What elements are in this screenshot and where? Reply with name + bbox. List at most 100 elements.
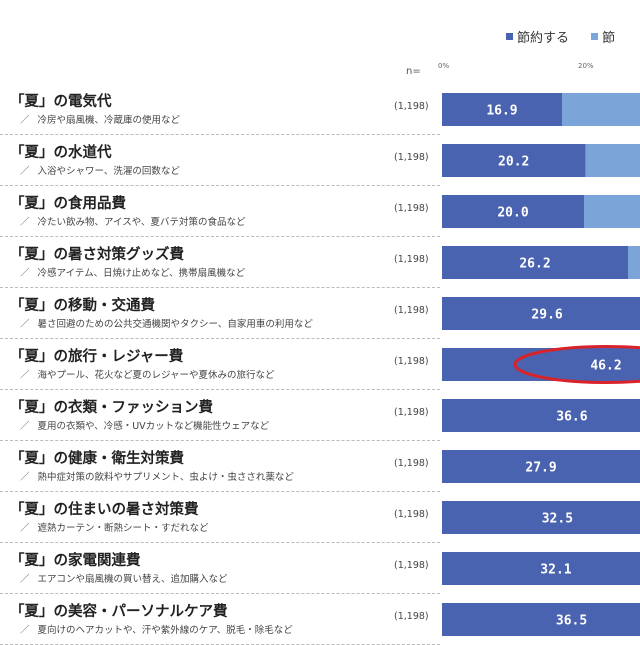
category-row: 「夏」の食用品費 ／ 冷たい飲み物、アイスや、夏バテ対策の食品など (1,198): [0, 186, 640, 237]
subtitle-slash: ／: [20, 472, 30, 483]
bar-value-label: 36.6: [556, 410, 587, 425]
bar-value-label: 46.2: [590, 359, 621, 374]
legend-swatch-save: [506, 33, 513, 40]
category-row: 「夏」の家電関連費 ／ エアコンや扇風機の買い替え、追加購入など (1,198): [0, 543, 640, 594]
subtitle-text: エアコンや扇風機の買い替え、追加購入など: [37, 574, 228, 585]
bar-rest: [628, 246, 640, 279]
subtitle-text: 熱中症対策の飲料やサプリメント、虫よけ・虫さされ薬など: [37, 472, 294, 483]
subtitle-slash: ／: [20, 421, 30, 432]
sample-size: (1,198): [394, 356, 429, 367]
bar-rest: [585, 144, 640, 177]
subtitle-slash: ／: [20, 370, 30, 381]
legend-label-second: 節: [602, 31, 616, 46]
legend: 節約する 節: [506, 27, 633, 46]
row-separator: [0, 491, 440, 492]
subtitle-text: 暑さ回避のための公共交通機関やタクシー、自家用車の利用など: [37, 319, 313, 330]
bar-save: [442, 144, 586, 177]
bar-save: [442, 297, 640, 330]
category-row: 「夏」の水道代 ／ 入浴やシャワー、洗濯の回数など (1,198): [0, 135, 640, 186]
subtitle-text: 夏用の衣類や、冷感・UVカットなど機能性ウェアなど: [37, 421, 270, 432]
highlight-ellipse: [513, 345, 640, 384]
category-subtitle: ／ 夏用の衣類や、冷感・UVカットなど機能性ウェアなど: [20, 418, 269, 432]
n-header: n=: [406, 66, 421, 77]
category-title: 「夏」の暑さ対策グッズ費: [10, 247, 184, 263]
bar-save: [442, 348, 640, 381]
category-subtitle: ／ 冷たい飲み物、アイスや、夏バテ対策の食品など: [20, 214, 245, 228]
sample-size: (1,198): [394, 152, 429, 163]
row-separator: [0, 440, 440, 441]
bar-save: [442, 450, 640, 483]
legend-swatch-second: [591, 33, 599, 40]
bar-rest: [561, 93, 640, 126]
bar-value-label: 32.1: [540, 563, 571, 578]
subtitle-text: 海やプール、花火など夏のレジャーや夏休みの旅行など: [37, 370, 275, 381]
category-subtitle: ／ 冷感アイテム、日焼け止めなど、携帯扇風機など: [20, 265, 245, 279]
category-row: 「夏」の移動・交通費 ／ 暑さ回避のための公共交通機関やタクシー、自家用車の利用など…: [0, 288, 640, 339]
row-separator: [0, 134, 440, 135]
row-separator: [0, 236, 440, 237]
category-title: 「夏」の住まいの暑さ対策費: [10, 502, 199, 518]
category-subtitle: ／ 入浴やシャワー、洗濯の回数など: [20, 163, 180, 177]
bar-save: [442, 246, 629, 279]
row-separator: [0, 185, 440, 186]
subtitle-slash: ／: [20, 166, 30, 177]
subtitle-text: 入浴やシャワー、洗濯の回数など: [37, 166, 180, 177]
row-separator: [0, 338, 440, 339]
category-subtitle: ／ 暑さ回避のための公共交通機関やタクシー、自家用車の利用など: [20, 316, 313, 330]
category-title: 「夏」の衣類・ファッション費: [10, 400, 213, 416]
bar-value-label: 20.2: [498, 155, 529, 170]
category-title: 「夏」の家電関連費: [10, 553, 141, 569]
sample-size: (1,198): [394, 203, 429, 214]
subtitle-slash: ／: [20, 319, 30, 330]
subtitle-slash: ／: [20, 625, 30, 636]
category-row: 「夏」の旅行・レジャー費 ／ 海やプール、花火など夏のレジャーや夏休みの旅行など (1…: [0, 339, 640, 390]
category-row: 「夏」の住まいの暑さ対策費 ／ 遮熱カーテン・断熱シート・すだれなど (1,198): [0, 492, 640, 543]
tick-label-20: 20%: [578, 62, 594, 70]
bar-value-label: 29.6: [531, 308, 562, 323]
sample-size: (1,198): [394, 407, 429, 418]
category-row: 「夏」の衣類・ファッション費 ／ 夏用の衣類や、冷感・UVカットなど機能性ウェアなど…: [0, 390, 640, 441]
bar-value-label: 26.2: [519, 257, 550, 272]
legend-item-save: 節約する: [506, 27, 569, 46]
category-subtitle: ／ 遮熱カーテン・断熱シート・すだれなど: [20, 520, 209, 534]
sample-size: (1,198): [394, 458, 429, 469]
bar-save: [442, 603, 640, 636]
bar-save: [442, 399, 640, 432]
subtitle-slash: ／: [20, 115, 30, 126]
sample-size: (1,198): [394, 305, 429, 316]
subtitle-text: 冷感アイテム、日焼け止めなど、携帯扇風機など: [37, 268, 246, 279]
category-subtitle: ／ 夏向けのヘアカットや、汗や紫外線のケア、脱毛・除毛など: [20, 622, 293, 636]
category-title: 「夏」の移動・交通費: [10, 298, 155, 314]
category-row: 「夏」の電気代 ／ 冷房や扇風機、冷蔵庫の使用など (1,198): [0, 84, 640, 135]
sample-size: (1,198): [394, 560, 429, 571]
category-title: 「夏」の美容・パーソナルケア費: [10, 604, 228, 620]
bar-value-label: 36.5: [556, 614, 587, 629]
category-title: 「夏」の電気代: [10, 94, 112, 110]
subtitle-slash: ／: [20, 523, 30, 534]
category-subtitle: ／ 海やプール、花火など夏のレジャーや夏休みの旅行など: [20, 367, 275, 381]
category-row: 「夏」の健康・衛生対策費 ／ 熱中症対策の飲料やサプリメント、虫よけ・虫さされ薬など…: [0, 441, 640, 492]
bar-value-label: 27.9: [525, 461, 556, 476]
bar-rest: [584, 195, 640, 228]
category-title: 「夏」の旅行・レジャー費: [10, 349, 184, 365]
category-subtitle: ／ 熱中症対策の飲料やサプリメント、虫よけ・虫さされ薬など: [20, 469, 294, 483]
bar-save: [442, 93, 562, 126]
row-separator: [0, 287, 440, 288]
tick-label-0: 0%: [438, 62, 450, 70]
subtitle-slash: ／: [20, 217, 30, 228]
legend-item-second: 節: [591, 27, 615, 46]
sample-size: (1,198): [394, 611, 429, 622]
category-subtitle: ／ エアコンや扇風機の買い替え、追加購入など: [20, 571, 228, 585]
subtitle-text: 夏向けのヘアカットや、汗や紫外線のケア、脱毛・除毛など: [37, 625, 293, 636]
category-title: 「夏」の水道代: [10, 145, 112, 161]
category-title: 「夏」の食用品費: [10, 196, 126, 212]
bar-value-label: 32.5: [542, 512, 573, 527]
category-title: 「夏」の健康・衛生対策費: [10, 451, 184, 467]
category-row: 「夏」の暑さ対策グッズ費 ／ 冷感アイテム、日焼け止めなど、携帯扇風機など (1,19…: [0, 237, 640, 288]
bar-save: [442, 552, 640, 585]
subtitle-slash: ／: [20, 268, 30, 279]
bar-save: [442, 195, 584, 228]
category-subtitle: ／ 冷房や扇風機、冷蔵庫の使用など: [20, 112, 180, 126]
bar-value-label: 20.0: [497, 206, 528, 221]
